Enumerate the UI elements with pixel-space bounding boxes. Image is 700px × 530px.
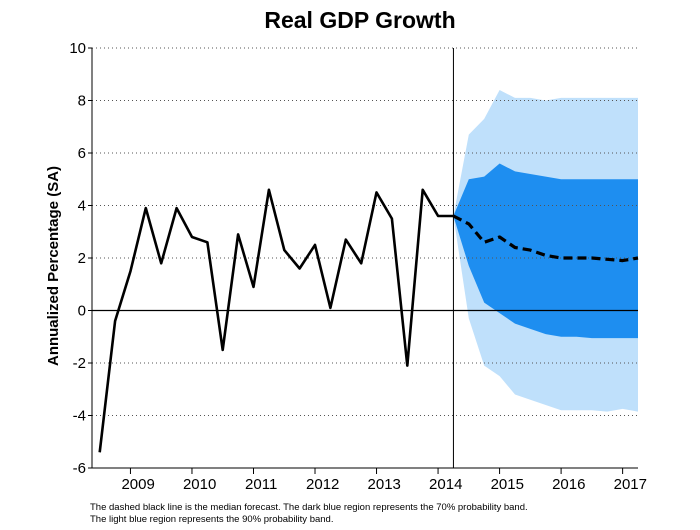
y-axis-label: Annualized Percentage (SA) <box>45 166 62 366</box>
y-tick-label: 10 <box>69 40 86 57</box>
x-tick-label: 2016 <box>552 476 585 493</box>
y-tick-label: 8 <box>78 93 86 110</box>
x-tick-label: 2010 <box>183 476 216 493</box>
y-tick-label: 4 <box>78 198 86 215</box>
axes <box>91 48 638 474</box>
band-70-layer <box>453 163 638 339</box>
gridlines <box>88 47 638 469</box>
series-layer <box>98 188 639 453</box>
y-tick-label: -4 <box>73 408 86 425</box>
x-tick-label: 2012 <box>306 476 339 493</box>
y-tick-label: 6 <box>78 145 86 162</box>
x-tick-label: 2015 <box>491 476 524 493</box>
chart-title: Real GDP Growth <box>264 7 455 33</box>
x-tick-label: 2009 <box>121 476 154 493</box>
median-forecast-line <box>452 214 639 263</box>
x-tick-label: 2017 <box>614 476 647 493</box>
x-tick-labels: 2009 2010 2011 2012 2013 2014 2015 2016 2017 <box>121 476 647 493</box>
band-70 <box>453 163 638 339</box>
y-tick-label: -2 <box>73 355 86 372</box>
y-tick-label: 2 <box>78 250 86 267</box>
x-tick-label: 2011 <box>245 476 277 493</box>
y-tick-labels: 10 8 6 4 2 0 -2 -4 -6 <box>69 40 86 477</box>
actual-gdp-line <box>98 188 454 453</box>
y-tick-label: -6 <box>73 460 86 477</box>
x-tick-label: 2013 <box>368 476 401 493</box>
footnote-line-2: The light blue region represents the 90%… <box>90 514 334 525</box>
y-tick-label: 0 <box>78 303 86 320</box>
footnote-line-1: The dashed black line is the median fore… <box>90 502 528 513</box>
x-tick-label: 2014 <box>429 476 462 493</box>
